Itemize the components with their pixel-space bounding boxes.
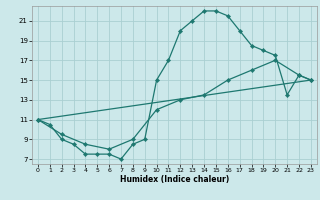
X-axis label: Humidex (Indice chaleur): Humidex (Indice chaleur)	[120, 175, 229, 184]
